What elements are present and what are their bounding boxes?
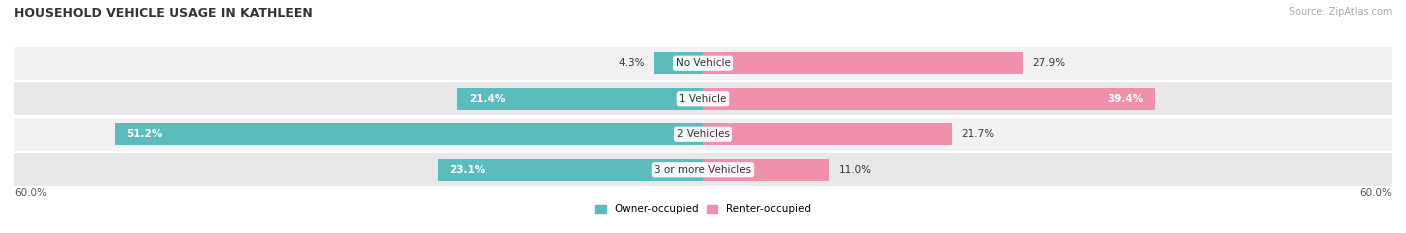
Bar	[14, 118, 1392, 151]
Text: 2 Vehicles: 2 Vehicles	[676, 129, 730, 139]
Text: 60.0%: 60.0%	[1360, 188, 1392, 198]
Text: 51.2%: 51.2%	[127, 129, 163, 139]
Bar	[703, 159, 830, 181]
Bar	[14, 153, 1392, 186]
Legend: Owner-occupied, Renter-occupied: Owner-occupied, Renter-occupied	[591, 200, 815, 219]
Text: 21.7%: 21.7%	[962, 129, 994, 139]
Text: 21.4%: 21.4%	[468, 94, 505, 104]
Bar	[703, 88, 1156, 110]
Bar	[14, 82, 1392, 115]
Text: 39.4%: 39.4%	[1108, 94, 1144, 104]
Bar	[703, 123, 952, 145]
Bar	[115, 123, 703, 145]
Bar	[437, 159, 703, 181]
Text: 23.1%: 23.1%	[450, 165, 485, 175]
Bar	[457, 88, 703, 110]
Text: 60.0%: 60.0%	[14, 188, 46, 198]
Text: 27.9%: 27.9%	[1032, 58, 1066, 68]
Bar	[14, 47, 1392, 80]
Text: HOUSEHOLD VEHICLE USAGE IN KATHLEEN: HOUSEHOLD VEHICLE USAGE IN KATHLEEN	[14, 7, 312, 20]
Text: Source: ZipAtlas.com: Source: ZipAtlas.com	[1288, 7, 1392, 17]
Text: 4.3%: 4.3%	[619, 58, 644, 68]
Bar	[703, 52, 1024, 74]
Text: No Vehicle: No Vehicle	[675, 58, 731, 68]
Text: 3 or more Vehicles: 3 or more Vehicles	[654, 165, 752, 175]
Bar	[654, 52, 703, 74]
Text: 11.0%: 11.0%	[838, 165, 872, 175]
Text: 1 Vehicle: 1 Vehicle	[679, 94, 727, 104]
